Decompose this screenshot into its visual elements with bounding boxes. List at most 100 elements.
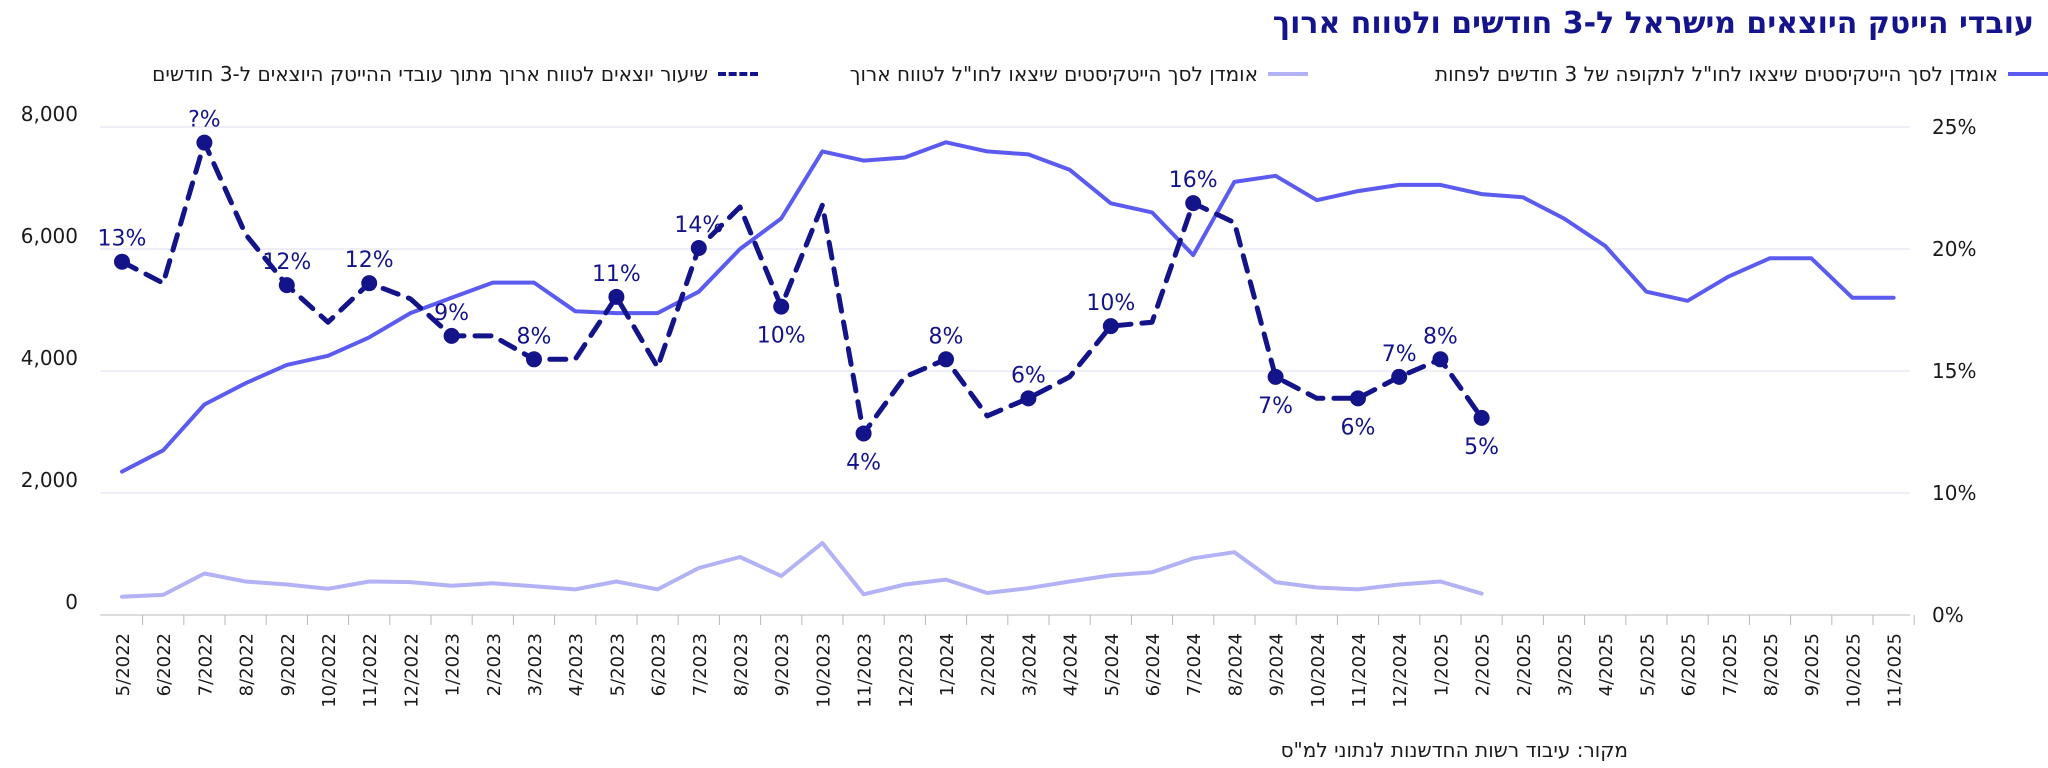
rate-point [1391, 368, 1408, 385]
x-tick-label: 4/2025 [1596, 633, 1617, 696]
legend-swatch-long-term [1268, 72, 1308, 76]
x-tick-label: 2/2023 [484, 633, 505, 696]
rate-point [1432, 351, 1449, 368]
data-label: 8% [1423, 324, 1458, 349]
rate-point [196, 134, 213, 151]
data-label: 8% [929, 324, 964, 349]
series-line-0 [120, 140, 1896, 474]
data-label: 6% [1341, 415, 1376, 440]
rate-point [690, 240, 707, 257]
y-right-tick-label: 10% [1932, 481, 1976, 505]
x-tick-label: 6/2022 [154, 633, 175, 696]
series-line-1 [120, 541, 1484, 599]
x-tick-label: 7/2023 [690, 633, 711, 696]
x-tick-label: 2/2025 [1473, 633, 1494, 696]
rate-point [938, 351, 954, 368]
rate-point [855, 425, 872, 442]
legend-label-long-stay: אומדן לסך הייטקיסטים שיצאו לחו"ל לתקופה … [1434, 62, 1998, 86]
rate-point [1267, 368, 1284, 385]
x-tick-label: 9/2022 [278, 633, 299, 696]
series-lines [119, 140, 1896, 599]
x-tick-label: 10/2024 [1308, 633, 1329, 708]
x-tick-label: 11/2025 [1885, 633, 1906, 708]
x-tick-label: 1/2025 [1431, 633, 1452, 696]
y-left-tick-label: 6,000 [21, 224, 78, 248]
x-tick-label: 10/2025 [1843, 633, 1864, 708]
data-label: ?% [188, 108, 221, 133]
x-tick-label: 11/2022 [360, 633, 381, 708]
y-right-tick-label: 20% [1932, 237, 1976, 261]
x-tick-label: 3/2023 [525, 633, 546, 696]
rate-point [278, 277, 295, 294]
data-label: 4% [846, 450, 881, 475]
y-right-tick-label: 25% [1932, 115, 1976, 139]
x-tick-label: 7/2024 [1184, 633, 1205, 696]
y-left-tick-label: 0 [65, 590, 78, 614]
x-tick-label: 6/2025 [1679, 633, 1700, 696]
x-tick-label: 8/2025 [1761, 633, 1782, 696]
gridlines [100, 126, 1910, 616]
rate-point [1350, 390, 1366, 407]
rate-point [443, 327, 460, 344]
rate-point [608, 288, 625, 305]
y-axis-left: 8,000 6,000 4,000 2,000 0 [21, 102, 78, 614]
data-label: 16% [1169, 168, 1218, 193]
x-axis: 5/2022 6/2022 7/2022 8/2022 9/2022 10/2022 11/… [100, 614, 1915, 708]
y-right-tick-label: 0% [1932, 603, 1964, 627]
data-label: 7% [1258, 394, 1293, 419]
x-tick-label: 12/2022 [401, 633, 422, 708]
rate-point [1473, 409, 1490, 426]
x-tick-label: 1/2023 [443, 633, 464, 696]
legend-swatch-rate [718, 72, 758, 76]
rate-point [526, 351, 542, 368]
x-tick-label: 3/2024 [1019, 633, 1040, 696]
data-label: 7% [1382, 342, 1417, 367]
rate-point [1102, 318, 1119, 335]
x-tick-label: 4/2024 [1061, 633, 1082, 696]
x-tick-label: 11/2024 [1349, 633, 1370, 708]
x-tick-label: 5/2024 [1102, 633, 1123, 696]
chart-title: עובדי הייטק היוצאים מישראל ל-3 חודשים ול… [1272, 6, 2034, 41]
x-tick-label: 10/2023 [813, 633, 834, 708]
x-tick-label: 12/2023 [896, 633, 917, 708]
legend-item-long-stay: אומדן לסך הייטקיסטים שיצאו לחו"ל לתקופה … [1435, 62, 2048, 86]
legend-label-rate: שיעור יוצאים לטווח ארוך מתוך עובדי ההייט… [152, 62, 708, 86]
x-tick-label: 5/2025 [1637, 633, 1658, 696]
x-tick-label: 8/2022 [237, 633, 258, 696]
data-label: 13% [98, 227, 147, 252]
x-tick-label: 4/2023 [566, 633, 587, 696]
x-tick-label: 7/2025 [1720, 633, 1741, 696]
y-left-tick-label: 8,000 [21, 102, 78, 126]
legend-item-rate: שיעור יוצאים לטווח ארוך מתוך עובדי ההייט… [152, 62, 758, 86]
legend-swatch-long-stay [2008, 72, 2048, 76]
y-left-tick-label: 4,000 [21, 346, 78, 370]
rate-point [1020, 390, 1037, 407]
rate-points [114, 134, 1490, 442]
x-tick-label: 9/2025 [1802, 633, 1823, 696]
x-tick-label: 9/2023 [772, 633, 793, 696]
source-note: מקור: עיבוד רשות החדשנות לנתוני למ"ס [1280, 738, 1628, 762]
x-tick-label: 2/2024 [978, 633, 999, 696]
x-tick-label: 5/2023 [607, 633, 628, 696]
x-tick-label: 11/2023 [855, 633, 876, 708]
data-label: 8% [517, 324, 552, 349]
x-tick-label: 9/2024 [1267, 633, 1288, 696]
data-labels: 13%?% 12% 12% 9% 8% 11% 14% 10% 4% 8% 6% 10% 16% 7% 6%… [98, 108, 1500, 476]
rate-point [773, 298, 790, 315]
x-tick-label: 6/2024 [1143, 633, 1164, 696]
rate-point [114, 253, 130, 270]
x-tick-label: 3/2025 [1555, 633, 1576, 696]
data-label: 11% [592, 262, 641, 287]
x-tick-label: 1/2024 [937, 633, 958, 696]
legend-label-long-term: אומדן לסך הייטקיסטים שיצאו לחו"ל לטווח א… [849, 62, 1258, 86]
y-left-tick-label: 2,000 [21, 468, 78, 492]
x-tick-label: 6/2023 [649, 633, 670, 696]
x-tick-label: 8/2023 [731, 633, 752, 696]
data-label: 6% [1011, 363, 1046, 388]
y-right-tick-label: 15% [1932, 359, 1976, 383]
rate-point [361, 275, 378, 292]
x-tick-label: 5/2022 [113, 633, 134, 696]
data-label: 12% [345, 248, 394, 273]
x-tick-label: 2/2025 [1514, 633, 1535, 696]
